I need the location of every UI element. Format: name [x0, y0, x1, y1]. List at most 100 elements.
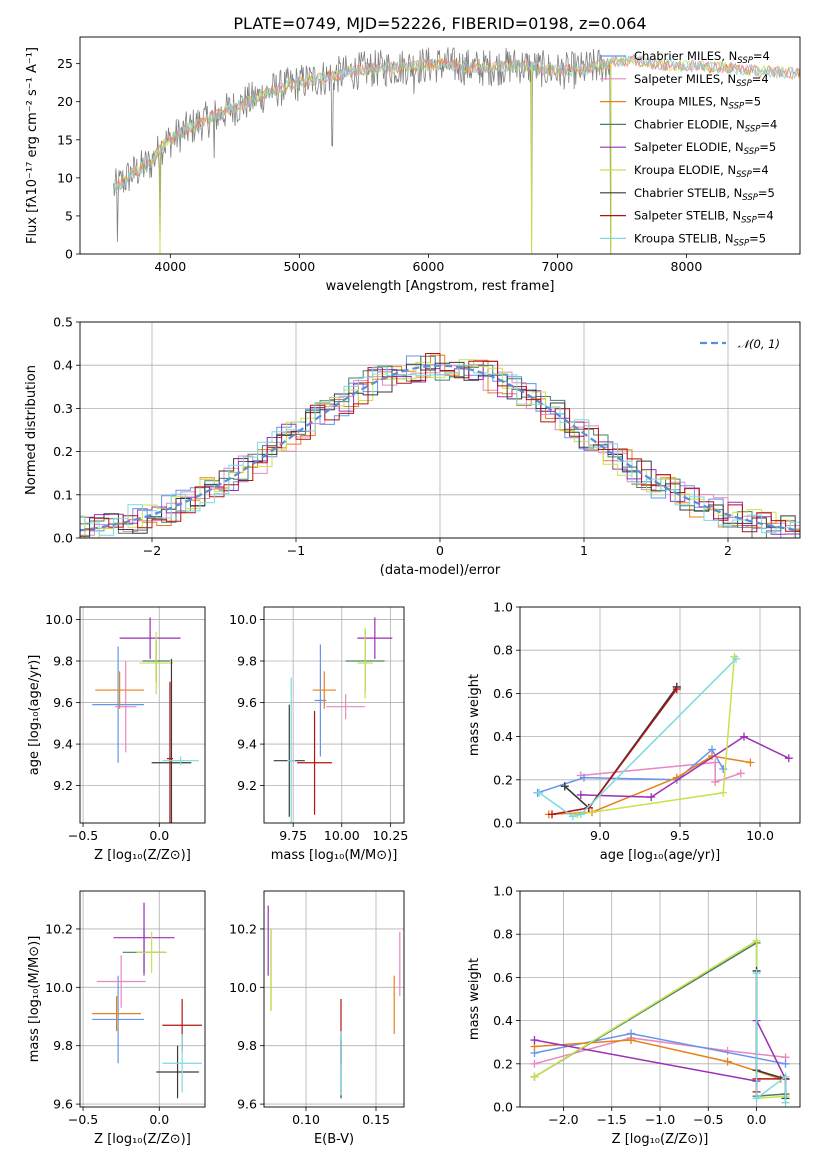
- y-tick-label: 0.6: [493, 970, 513, 985]
- spectrum-lines: [113, 47, 800, 254]
- x-axis-label: Z [log₁₀(Z/Z⊙)]: [94, 848, 191, 863]
- axes-frame: [79, 890, 206, 1108]
- marker-salpeter_elodie: [576, 790, 585, 799]
- y-tick-label: 0: [65, 247, 73, 262]
- x-axis-label: wavelength [Angstrom, rest frame]: [326, 279, 555, 294]
- y-tick-label: 0.0: [53, 531, 73, 546]
- errorbar-group: [92, 902, 202, 1099]
- observed-spectrum-line: [113, 47, 612, 254]
- histogram-chabrier_stelib: [80, 361, 800, 537]
- errorbar-group: [267, 905, 401, 1099]
- y-tick-label: 0.4: [493, 1013, 513, 1028]
- marker-salpeter_stelib: [548, 810, 556, 819]
- legend-label-salpeter_miles: Salpeter MILES, NSSP=4: [634, 72, 769, 89]
- marker-salpeter_miles: [711, 777, 720, 786]
- y-tick-label: 10.0: [229, 612, 257, 627]
- y-tick-label: 9.4: [237, 737, 257, 752]
- x-tick-label: −0.5: [68, 1112, 98, 1127]
- marker-kroupa_elodie: [530, 1072, 539, 1081]
- x-tick-label: 9.5: [670, 828, 690, 843]
- x-tick-label: −1: [287, 543, 305, 558]
- x-axis-label: mass [log₁₀(M/M⊙)]: [271, 848, 398, 863]
- y-tick-label: 9.8: [237, 1038, 257, 1053]
- x-tick-label: −0.5: [693, 1112, 723, 1127]
- y-tick-label: 10.0: [45, 612, 73, 627]
- x-tick-label: 9.75: [279, 828, 307, 843]
- y-tick-label: 9.6: [237, 695, 257, 710]
- massweight-lines: [533, 652, 793, 821]
- massweight-lines: [530, 936, 790, 1107]
- y-tick-label: 0.2: [53, 444, 73, 459]
- chart-spectrum: 4000 5000 6000 7000 8000 0 5 10 15 20 25 wavelength…: [25, 36, 801, 294]
- figure-title: PLATE=0749, MJD=52226, FIBERID=0198, z=0…: [233, 14, 646, 33]
- y-tick-label: 9.8: [237, 654, 257, 669]
- x-axis-label: (data-model)/error: [380, 563, 501, 578]
- marker-kroupa_stelib: [781, 1072, 790, 1081]
- y-tick-label: 0.8: [493, 643, 513, 658]
- chart-age-massweight: 9.0 9.5 10.0 0.0 0.2 0.4 0.6 0.8 1.0 age [log₁₀(a…: [467, 600, 801, 863]
- marker-kroupa_miles: [723, 1057, 732, 1066]
- y-tick-label: 0.1: [53, 487, 73, 502]
- y-tick-label: 0.8: [493, 927, 513, 942]
- legend-label-salpeter_stelib: Salpeter STELIB, NSSP=4: [634, 209, 774, 226]
- y-axis-label: mass [log₁₀(M/M⊙)]: [27, 936, 42, 1063]
- x-tick-label: 1: [580, 543, 588, 558]
- y-axis-label: mass weight: [467, 958, 482, 1040]
- x-tick-label: 0.10: [292, 1112, 320, 1127]
- y-tick-label: 10: [57, 170, 73, 185]
- marker-kroupa_stelib: [732, 654, 740, 663]
- y-tick-label: 15: [57, 132, 73, 147]
- marker-kroupa_miles: [627, 1036, 636, 1045]
- model-spectrum-kroupa_stelib: [113, 53, 800, 195]
- marker-kroupa_stelib: [752, 1094, 761, 1103]
- x-axis-label: E(B-V): [314, 1132, 354, 1147]
- histogram-steps: [80, 353, 800, 538]
- x-tick-label: 2: [724, 543, 732, 558]
- x-tick-label: 10.0: [746, 828, 774, 843]
- y-tick-label: 9.2: [237, 778, 257, 793]
- marker-salpeter_elodie: [647, 793, 656, 802]
- marker-salpeter_elodie: [784, 754, 793, 763]
- y-tick-label: 20: [57, 94, 73, 109]
- legend-label-salpeter_elodie: Salpeter ELODIE, NSSP=5: [634, 140, 776, 157]
- line-chabrier_elodie: [564, 686, 678, 810]
- legend-label-kroupa_stelib: Kroupa STELIB, NSSP=5: [634, 231, 766, 248]
- x-axis-label: Z [log₁₀(Z/Z⊙)]: [612, 1132, 709, 1147]
- marker-salpeter_miles: [530, 1059, 539, 1068]
- y-tick-label: 1.0: [493, 600, 513, 615]
- x-tick-label: 0.0: [149, 828, 169, 843]
- x-tick-label: 0: [436, 543, 444, 558]
- x-tick-label: 8000: [671, 259, 703, 274]
- axes-frame: [79, 606, 206, 824]
- marker-kroupa_elodie: [719, 788, 728, 797]
- line-salpeter_miles: [580, 761, 742, 784]
- axes-frame: [263, 606, 405, 824]
- x-tick-label: −0.5: [68, 828, 98, 843]
- chart-mass-age: 9.75 10.00 10.25 9.2 9.4 9.6 9.8 10.0 mass [log₁…: [229, 606, 408, 863]
- x-tick-label: 6000: [412, 259, 444, 274]
- y-axis-label: age [log₁₀(age/yr)]: [27, 655, 42, 776]
- x-tick-label: 10.00: [324, 828, 360, 843]
- errorbar-group: [92, 617, 199, 823]
- y-tick-label: 9.4: [53, 737, 73, 752]
- legend-label-chabrier_miles: Chabrier MILES, NSSP=4: [634, 49, 770, 66]
- legend-label-kroupa_elodie: Kroupa ELODIE, NSSP=4: [634, 163, 769, 180]
- marker-kroupa_stelib: [752, 969, 761, 978]
- y-axis-label: mass weight: [467, 674, 482, 756]
- x-tick-label: 5000: [283, 259, 315, 274]
- marker-salpeter_stelib: [584, 803, 593, 812]
- y-tick-label: 9.8: [53, 1038, 73, 1053]
- y-tick-label: 0.4: [493, 729, 513, 744]
- x-tick-label: −1.0: [645, 1112, 675, 1127]
- marker-salpeter_miles: [736, 769, 745, 778]
- marker-kroupa_stelib: [576, 810, 585, 819]
- histogram-salpeter_stelib: [80, 353, 800, 533]
- axes-frame: [519, 606, 801, 824]
- y-tick-label: 9.6: [53, 1097, 73, 1112]
- marker-chabrier_miles: [781, 1059, 790, 1068]
- y-tick-label: 0.2: [493, 1056, 513, 1071]
- x-tick-label: 10.25: [372, 828, 408, 843]
- line-salpeter_elodie: [580, 735, 790, 798]
- legend-label-chabrier_elodie: Chabrier ELODIE, NSSP=4: [634, 117, 777, 134]
